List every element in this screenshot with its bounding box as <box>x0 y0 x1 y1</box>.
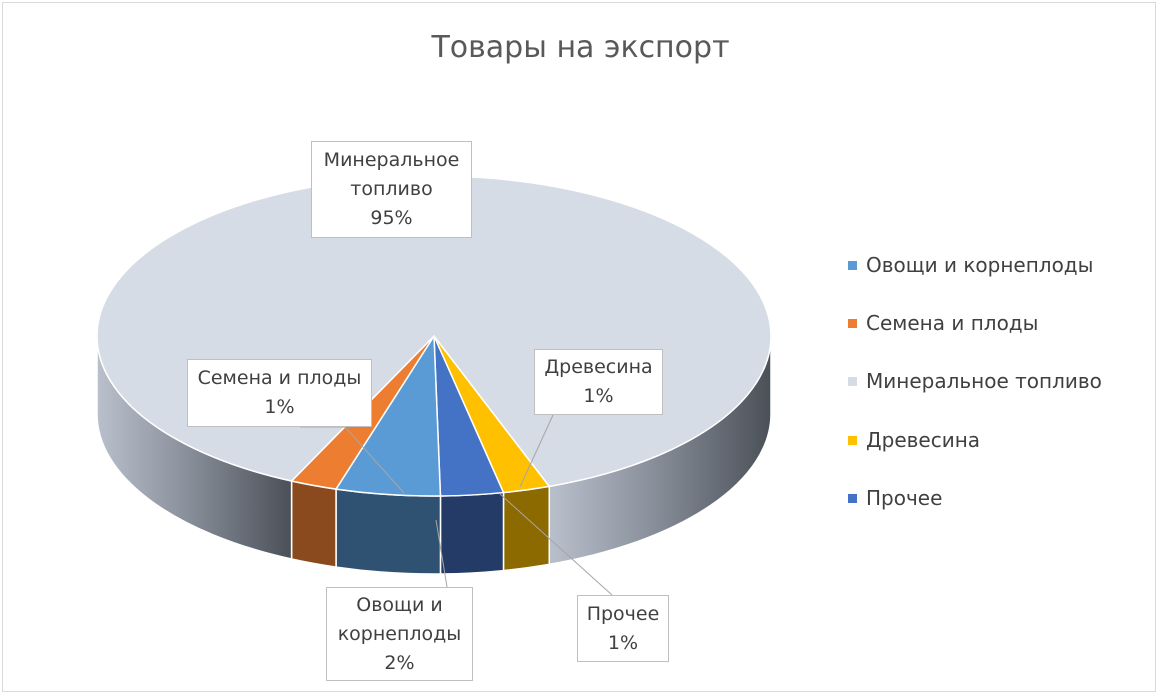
pie-side-3 <box>502 485 551 572</box>
legend-swatch <box>848 260 857 270</box>
legend-item-other: Прочее <box>848 483 942 513</box>
data-label-mineral-fuel: Минеральное топливо 95% <box>311 141 472 238</box>
pie-side-1 <box>290 480 337 568</box>
legend-swatch <box>848 376 857 386</box>
data-label-text: корнеплоды <box>337 622 462 645</box>
data-label-text: Овощи и <box>356 593 443 616</box>
leader-line <box>519 414 554 488</box>
legend-label: Древесина <box>866 428 981 452</box>
data-label-vegetables: Овощи и корнеплоды 2% <box>326 587 473 681</box>
data-label-text: Древесина <box>544 356 653 378</box>
legend-label: Овощи и корнеплоды <box>866 253 1094 277</box>
legend-item-mineral-fuel: Минеральное топливо <box>848 366 1102 396</box>
legend-swatch <box>848 435 857 445</box>
data-label-value: 1% <box>607 631 639 654</box>
legend-label: Минеральное топливо <box>866 369 1102 393</box>
pie-side-4 <box>439 491 505 575</box>
data-label-other: Прочее 1% <box>577 595 669 662</box>
chart-title: Товары на экспорт <box>431 30 730 65</box>
data-label-seeds: Семена и плоды 1% <box>187 359 372 427</box>
leader-line <box>300 426 405 494</box>
data-label-value: 1% <box>583 385 614 407</box>
leader-lines <box>300 414 613 596</box>
data-label-wood: Древесина 1% <box>534 349 663 415</box>
data-label-value: 95% <box>370 207 413 229</box>
legend-item-seeds: Семена и плоды <box>848 308 1038 338</box>
leader-line <box>435 519 448 588</box>
legend-label: Прочее <box>866 486 943 510</box>
data-label-text: Минеральное <box>323 149 460 171</box>
legend-swatch <box>848 493 857 503</box>
legend-item-wood: Древесина <box>848 425 980 455</box>
legend-label: Семена и плоды <box>866 311 1039 335</box>
data-label-text: топливо <box>350 178 433 200</box>
data-label-value: 1% <box>264 396 295 418</box>
pie-side-0 <box>335 488 442 575</box>
legend-swatch <box>848 318 857 328</box>
legend-item-vegetables: Овощи и корнеплоды <box>848 250 1093 280</box>
data-label-text: Семена и плоды <box>197 367 362 389</box>
data-label-text: Прочее <box>586 602 660 625</box>
pie-side-walls <box>96 335 772 575</box>
leader-line <box>499 493 613 596</box>
data-label-value: 2% <box>384 651 415 674</box>
